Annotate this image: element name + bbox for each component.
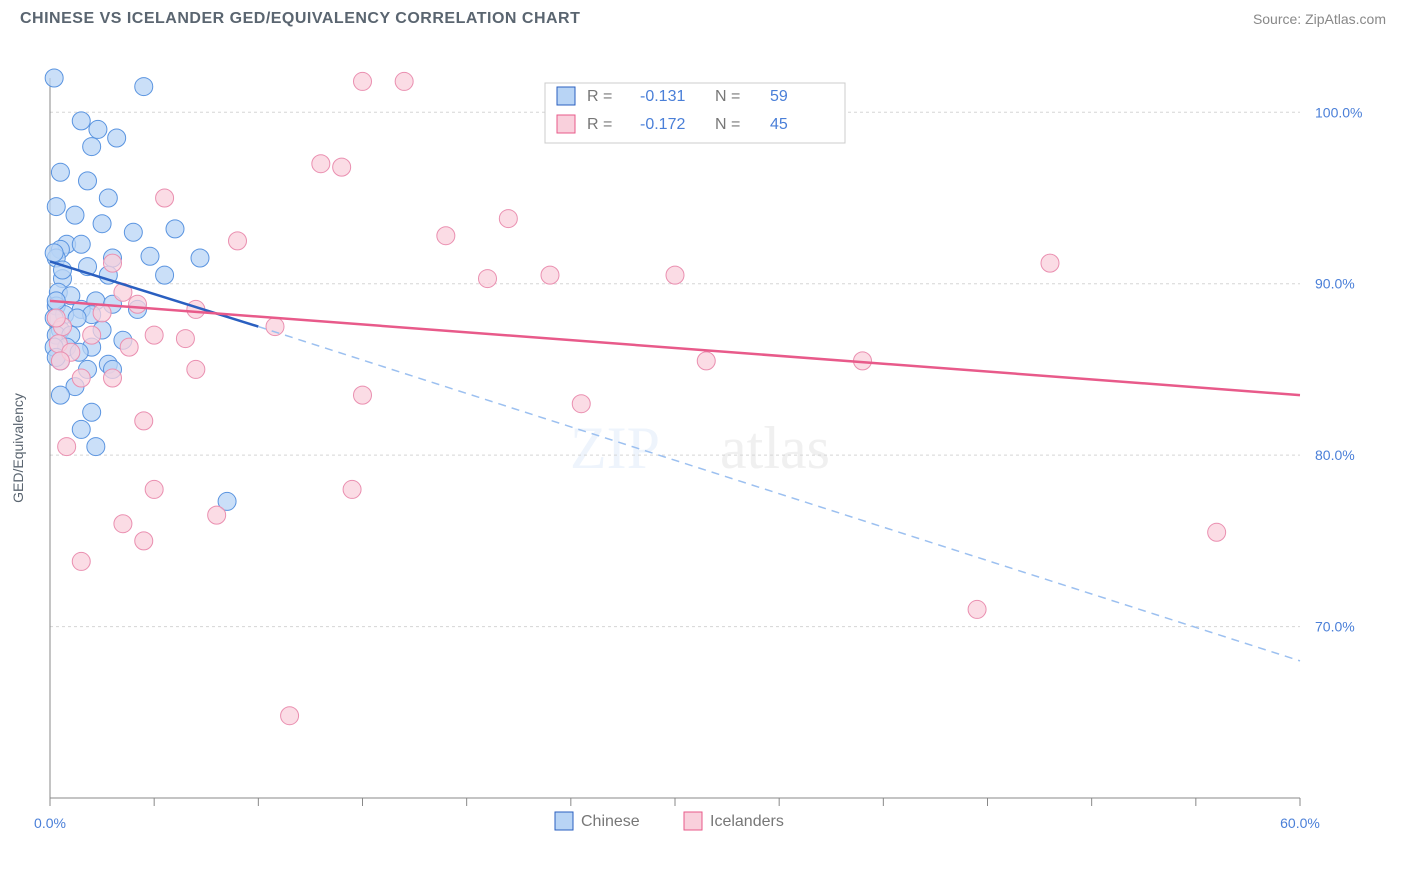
data-point (83, 326, 101, 344)
data-point (333, 158, 351, 176)
data-point (208, 506, 226, 524)
data-point (135, 78, 153, 96)
data-point (51, 352, 69, 370)
data-point (83, 403, 101, 421)
legend-label: Icelanders (710, 813, 784, 830)
data-point (343, 480, 361, 498)
data-point (499, 210, 517, 228)
data-point (395, 72, 413, 90)
data-point (93, 215, 111, 233)
data-point (51, 386, 69, 404)
data-point (47, 198, 65, 216)
data-point (135, 532, 153, 550)
data-point (47, 309, 65, 327)
data-point (187, 360, 205, 378)
data-point (66, 206, 84, 224)
data-point (312, 155, 330, 173)
stats-r-value: -0.131 (640, 88, 685, 105)
data-point (83, 138, 101, 156)
data-point (1041, 254, 1059, 272)
stats-swatch (557, 115, 575, 133)
trend-line-chinese-ext (258, 327, 1300, 661)
x-tick-label: 60.0% (1280, 815, 1320, 831)
data-point (176, 330, 194, 348)
y-tick-label: 100.0% (1315, 104, 1362, 120)
data-point (156, 266, 174, 284)
data-point (129, 295, 147, 313)
source-label: Source: ZipAtlas.com (1253, 11, 1386, 27)
data-point (166, 220, 184, 238)
data-point (104, 254, 122, 272)
data-point (104, 369, 122, 387)
data-point (541, 266, 559, 284)
data-point (99, 189, 117, 207)
chart-area: GED/Equivalency ZIP atlas 0.0% 60.0% 70.0% 80… (0, 28, 1406, 868)
svg-text:atlas: atlas (720, 415, 830, 481)
data-point (572, 395, 590, 413)
y-tick-label: 80.0% (1315, 447, 1355, 463)
legend-swatch (684, 812, 702, 830)
data-point (45, 69, 63, 87)
legend-swatch (555, 812, 573, 830)
y-tick-label: 90.0% (1315, 276, 1355, 292)
data-point (266, 318, 284, 336)
data-point (479, 270, 497, 288)
stats-r-label: R = (587, 88, 612, 105)
data-point (354, 72, 372, 90)
x-tick-label: 0.0% (34, 815, 66, 831)
data-point (72, 235, 90, 253)
data-point (72, 369, 90, 387)
chart-title: CHINESE VS ICELANDER GED/EQUIVALENCY COR… (20, 10, 580, 28)
data-point (45, 244, 63, 262)
stats-r-value: -0.172 (640, 116, 685, 133)
data-point (114, 515, 132, 533)
title-bar: CHINESE VS ICELANDER GED/EQUIVALENCY COR… (0, 0, 1406, 28)
data-point (87, 438, 105, 456)
data-point (229, 232, 247, 250)
data-point (72, 112, 90, 130)
data-point (58, 438, 76, 456)
data-point (666, 266, 684, 284)
data-point (354, 386, 372, 404)
data-point (51, 163, 69, 181)
data-point (72, 552, 90, 570)
data-point (141, 247, 159, 265)
data-point (124, 223, 142, 241)
stats-r-label: R = (587, 116, 612, 133)
data-point (93, 304, 111, 322)
data-point (281, 707, 299, 725)
svg-text:ZIP: ZIP (570, 415, 660, 481)
data-point (968, 600, 986, 618)
stats-n-label: N = (715, 88, 740, 105)
trend-line-icelanders (50, 301, 1300, 395)
data-point (79, 172, 97, 190)
data-point (135, 412, 153, 430)
data-point (1208, 523, 1226, 541)
data-point (72, 420, 90, 438)
stats-swatch (557, 87, 575, 105)
legend-label: Chinese (581, 813, 640, 830)
data-point (697, 352, 715, 370)
y-tick-label: 70.0% (1315, 619, 1355, 635)
y-axis-label: GED/Equivalency (10, 393, 26, 503)
stats-n-value: 45 (770, 116, 788, 133)
data-point (156, 189, 174, 207)
stats-n-label: N = (715, 116, 740, 133)
data-point (89, 120, 107, 138)
data-point (437, 227, 455, 245)
data-point (191, 249, 209, 267)
data-point (120, 338, 138, 356)
stats-n-value: 59 (770, 88, 788, 105)
data-point (145, 480, 163, 498)
data-point (108, 129, 126, 147)
data-point (145, 326, 163, 344)
scatter-chart: ZIP atlas 0.0% 60.0% 70.0% 80.0% 90.0% 100.0% R … (0, 28, 1406, 868)
